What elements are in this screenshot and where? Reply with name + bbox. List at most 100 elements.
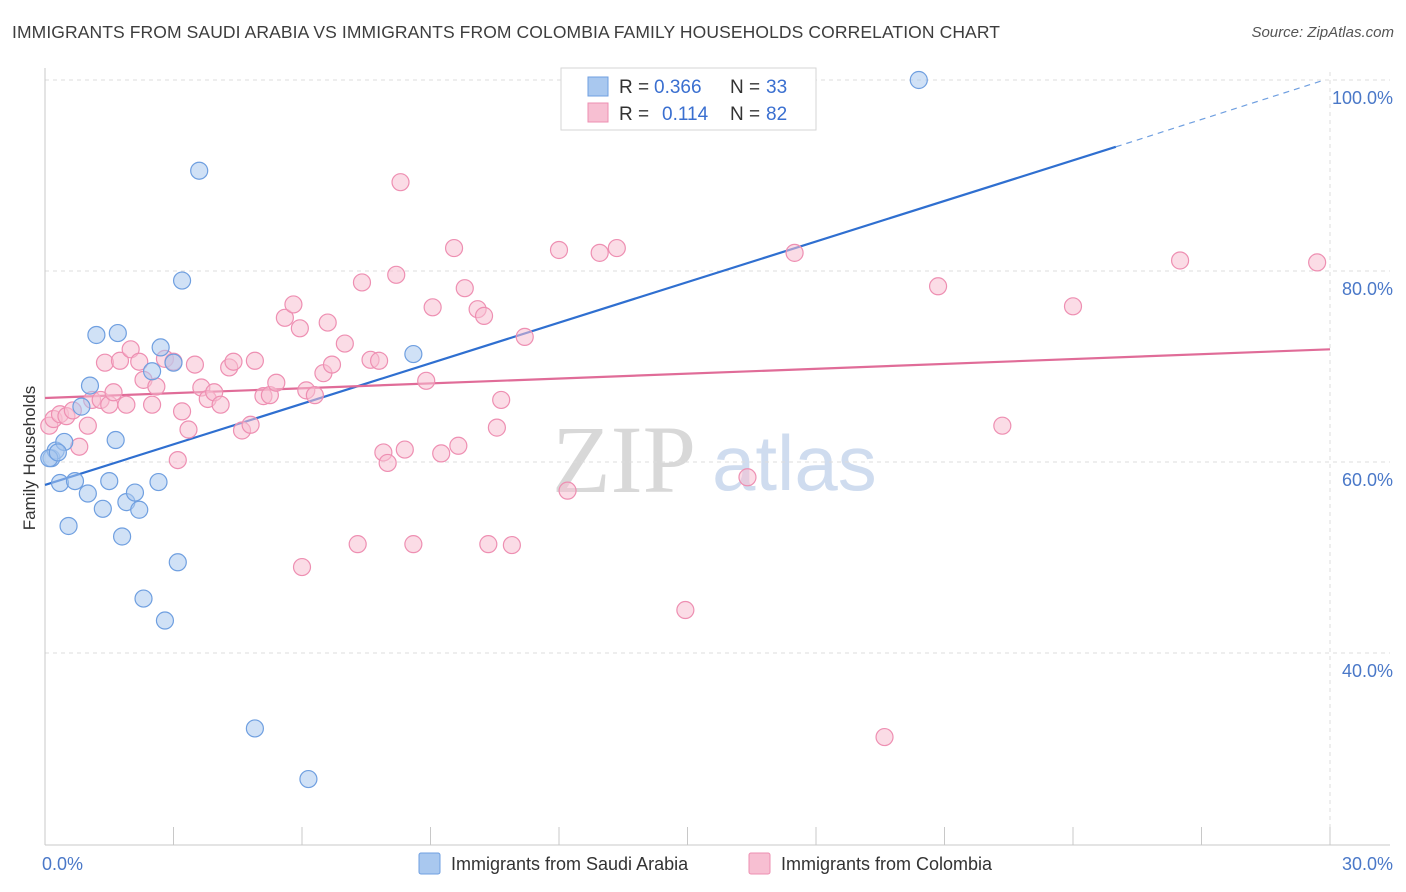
point-colombia <box>423 298 442 317</box>
point-colombia <box>607 238 626 258</box>
legend-n-label-colombia: N = <box>730 104 760 125</box>
point-colombia <box>110 351 130 370</box>
point-colombia <box>245 351 264 370</box>
legend-swatch-colombia <box>587 102 609 123</box>
point-colombia <box>275 308 294 327</box>
point-saudi <box>164 353 183 372</box>
legend-r-value-colombia: 0.114 <box>662 104 709 125</box>
series-legend-swatch-saudi <box>418 852 441 875</box>
point-saudi <box>112 527 132 546</box>
point-colombia <box>738 468 757 487</box>
point-colombia <box>417 371 436 390</box>
trend-line-saudi-extension <box>1115 80 1322 148</box>
series-legend: Immigrants from Saudi Arabia Immigrants … <box>418 852 993 875</box>
point-colombia <box>387 265 406 284</box>
point-colombia <box>168 450 187 470</box>
point-colombia <box>928 277 948 296</box>
point-colombia <box>432 444 451 463</box>
point-colombia <box>305 386 324 405</box>
point-colombia <box>444 238 464 258</box>
point-saudi <box>72 397 91 416</box>
point-colombia <box>224 352 243 371</box>
point-saudi <box>190 161 209 180</box>
point-colombia <box>875 727 894 747</box>
point-colombia <box>267 373 286 392</box>
point-saudi <box>48 443 67 462</box>
point-colombia <box>318 313 337 332</box>
point-colombia <box>502 535 521 555</box>
point-saudi <box>50 473 70 493</box>
chart-title: IMMIGRANTS FROM SAUDI ARABIA VS IMMIGRAN… <box>12 22 1001 42</box>
point-colombia <box>492 390 511 410</box>
grid-lines <box>45 72 1390 845</box>
point-colombia <box>292 557 312 577</box>
point-colombia <box>121 340 140 359</box>
point-colombia <box>179 420 198 439</box>
legend-n-value-saudi: 33 <box>766 77 787 98</box>
point-colombia <box>391 173 410 192</box>
y-tick-labels: 100.0% 80.0% 60.0% 40.0% <box>1332 88 1393 681</box>
point-colombia <box>172 402 192 421</box>
legend-r-label-saudi: R = <box>619 77 649 98</box>
x-tick-labels: 0.0% 30.0% <box>42 854 1393 874</box>
point-saudi <box>299 769 318 789</box>
point-colombia <box>378 453 397 473</box>
point-saudi <box>106 430 125 450</box>
point-saudi <box>65 472 85 491</box>
point-colombia <box>284 295 303 314</box>
point-colombia <box>117 395 136 414</box>
x-tick-label: 30.0% <box>1342 854 1393 874</box>
point-saudi <box>130 500 149 519</box>
point-colombia <box>404 535 423 554</box>
point-colombia <box>1170 251 1190 270</box>
trend-line-saudi <box>44 145 1117 486</box>
stats-legend: R = 0.366 N = 33 R = 0.114 N = 82 <box>560 67 817 131</box>
point-saudi <box>151 338 170 357</box>
legend-n-value-colombia: 82 <box>766 104 787 125</box>
y-tick-label: 100.0% <box>1332 88 1393 108</box>
point-colombia <box>78 416 97 435</box>
watermark-atlas: atlas <box>712 419 877 507</box>
point-saudi <box>155 611 175 630</box>
point-colombia <box>549 240 569 260</box>
point-colombia <box>993 416 1012 435</box>
point-colombia <box>348 535 367 554</box>
point-colombia <box>785 243 804 262</box>
point-colombia <box>290 319 309 338</box>
point-colombia <box>676 600 695 620</box>
point-colombia <box>590 243 609 262</box>
point-colombia <box>487 418 506 437</box>
series-legend-label-saudi: Immigrants from Saudi Arabia <box>451 854 689 874</box>
y-axis-title: Family Households <box>20 386 39 531</box>
point-saudi <box>245 719 264 738</box>
source-credit: Source: ZipAtlas.com <box>1251 24 1394 41</box>
point-saudi <box>404 344 423 364</box>
point-saudi <box>87 325 106 345</box>
point-colombia <box>185 355 205 374</box>
point-colombia <box>449 436 468 455</box>
data-points <box>40 70 1327 789</box>
legend-n-label-saudi: N = <box>730 77 760 98</box>
point-colombia <box>479 535 498 554</box>
series-legend-swatch-colombia <box>748 852 771 875</box>
point-colombia <box>322 355 342 374</box>
series-legend-label-colombia: Immigrants from Colombia <box>781 854 993 874</box>
legend-r-value-saudi: 0.366 <box>654 77 702 98</box>
point-colombia <box>130 352 149 371</box>
point-colombia <box>395 440 414 459</box>
point-colombia <box>474 306 494 325</box>
point-colombia <box>211 395 230 414</box>
point-saudi <box>142 362 162 381</box>
point-saudi <box>59 516 78 536</box>
y-tick-label: 40.0% <box>1342 661 1393 681</box>
point-saudi <box>134 589 153 608</box>
point-saudi <box>168 553 187 572</box>
watermark-zip: ZIP <box>552 406 696 513</box>
point-colombia <box>1308 253 1327 272</box>
point-colombia <box>455 279 474 298</box>
point-colombia <box>335 334 354 353</box>
point-saudi <box>100 472 119 491</box>
point-colombia <box>515 327 534 346</box>
legend-r-label-colombia: R = <box>619 104 649 125</box>
